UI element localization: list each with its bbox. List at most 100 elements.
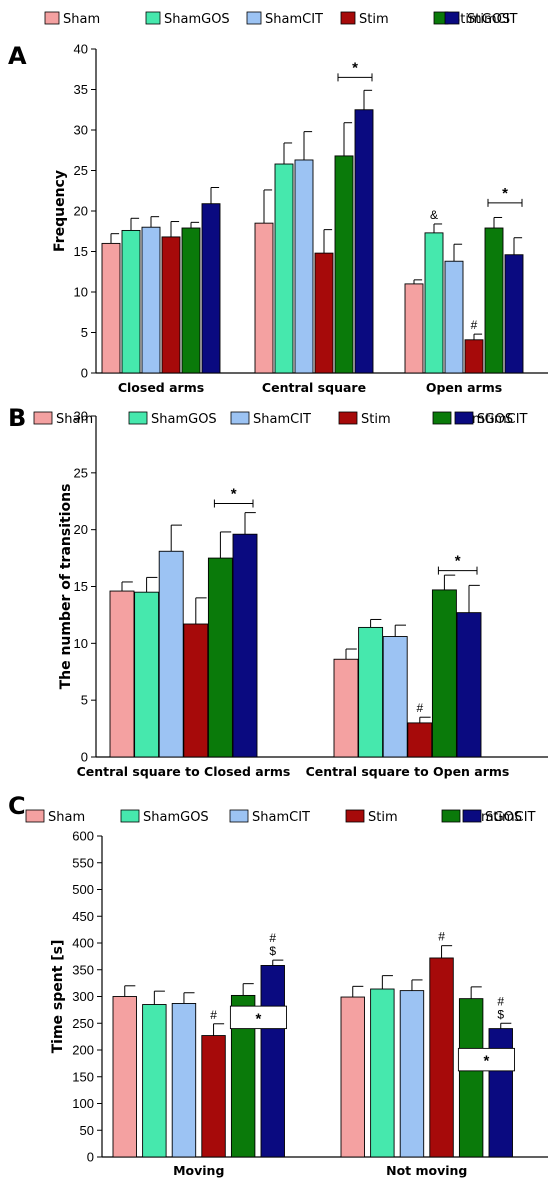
y-tick-label: 550 — [72, 855, 94, 870]
legend-label-stimcit: StimCIT — [485, 810, 536, 825]
legend-swatch-shamgos — [145, 11, 161, 25]
significance-mark: # — [210, 1008, 217, 1022]
legend-swatch-shamgos — [120, 809, 140, 823]
chart-transitions: Sham ShamGOS ShamCIT Stim StimGOSStimCIT0510… — [33, 409, 548, 779]
y-tick-label: 400 — [72, 936, 94, 951]
legend-label-shamcit: ShamCIT — [252, 810, 310, 825]
legend-swatch-shamcit — [230, 411, 250, 425]
y-tick-label: 30 — [74, 123, 88, 138]
bar-stimgos — [431, 589, 457, 758]
chart-time-spent: Sham ShamGOS ShamCIT Stim StimGOSStimCIT0501… — [25, 809, 548, 1178]
y-tick-label: 25 — [74, 163, 88, 178]
legend-label-stimcit: StimCIT — [467, 12, 518, 27]
legend-swatch-sham — [25, 809, 45, 823]
bracket-star: * — [231, 486, 237, 503]
legend-swatch-stim — [338, 411, 358, 425]
category-label: Closed arms — [118, 380, 204, 395]
category-label: Central square — [262, 380, 366, 395]
y-tick-label: 600 — [72, 829, 94, 844]
significance-mark: # — [269, 931, 276, 945]
bar-sham — [109, 590, 135, 758]
bracket-star: * — [455, 553, 461, 570]
bar-stim — [161, 236, 181, 374]
legend-label-shamgos: ShamGOS — [151, 412, 217, 427]
legend-swatch-stim — [340, 11, 356, 25]
bar-stim — [314, 252, 334, 374]
bar-stim — [464, 339, 484, 374]
bar-shamcit — [158, 550, 184, 758]
bar-stim — [183, 623, 209, 758]
legend-swatch-shamcit — [246, 11, 262, 25]
bar-stimcit — [456, 612, 482, 758]
bar-stimcit — [488, 1028, 513, 1158]
bar-sham — [101, 242, 121, 374]
legend-label-shamgos: ShamGOS — [143, 810, 209, 825]
significance-mark: # — [471, 318, 478, 332]
category-label: Central square to Closed arms — [77, 764, 291, 779]
y-tick-label: 250 — [72, 1016, 94, 1031]
legend-label-stim: Stim — [359, 12, 389, 27]
legend-label-stim: Stim — [368, 810, 398, 825]
legend-swatch-stimcit — [454, 411, 474, 425]
bar-shamgos — [424, 232, 444, 374]
bar-shamgos — [134, 591, 160, 758]
category-label: Central square to Open arms — [306, 764, 510, 779]
bar-sham — [254, 222, 274, 374]
bar-sham — [112, 996, 137, 1158]
y-tick-label: 0 — [87, 1150, 94, 1165]
y-tick-label: 150 — [72, 1069, 94, 1084]
bar-stimgos — [484, 227, 504, 374]
significance-mark: $ — [497, 1007, 504, 1021]
significance-box — [457, 1047, 515, 1072]
y-tick-label: 25 — [74, 465, 88, 480]
bar-shamcit — [294, 159, 314, 374]
bar-sham — [404, 283, 424, 374]
legend-swatch-stimgos — [432, 411, 452, 425]
legend-swatch-sham — [33, 411, 53, 425]
bar-shamgos — [370, 988, 395, 1158]
category-label: Not moving — [386, 1163, 467, 1178]
y-tick-label: 20 — [74, 204, 88, 219]
legend-label-sham: Sham — [56, 412, 93, 427]
y-tick-label: 15 — [74, 244, 88, 259]
legend-swatch-sham — [44, 11, 60, 25]
significance-box — [229, 1005, 287, 1030]
y-tick-label: 5 — [81, 325, 88, 340]
box-star: * — [484, 1053, 490, 1070]
y-axis-label: Frequency — [52, 170, 68, 252]
significance-mark: & — [430, 208, 438, 222]
bar-stimgos — [230, 994, 256, 1158]
bar-sham — [340, 996, 365, 1158]
y-axis-label: Time spent [s] — [50, 940, 66, 1054]
legend-label-shamcit: ShamCIT — [253, 412, 311, 427]
y-tick-label: 20 — [74, 522, 88, 537]
legend-swatch-shamgos — [128, 411, 148, 425]
y-tick-label: 10 — [74, 636, 88, 651]
y-axis-label: The number of transitions — [58, 484, 74, 690]
bar-shamcit — [382, 636, 408, 758]
y-tick-label: 15 — [74, 579, 88, 594]
bar-stimgos — [207, 557, 233, 758]
legend-label-sham: Sham — [48, 810, 85, 825]
bar-stim — [429, 957, 454, 1158]
y-tick-label: 200 — [72, 1043, 94, 1058]
panel-letter-b: B — [8, 404, 26, 432]
bar-stimgos — [334, 155, 354, 374]
bar-stimcit — [232, 533, 258, 758]
y-tick-label: 0 — [81, 366, 88, 381]
bar-sham — [333, 658, 359, 758]
category-label: Moving — [173, 1163, 224, 1178]
legend-label-stimcit: StimCIT — [477, 412, 528, 427]
bar-shamcit — [141, 226, 161, 374]
y-tick-label: 50 — [80, 1123, 94, 1138]
y-tick-label: 40 — [74, 42, 88, 57]
y-tick-label: 500 — [72, 882, 94, 897]
legend-label-shamgos: ShamGOS — [164, 12, 230, 27]
y-tick-label: 300 — [72, 989, 94, 1004]
legend-swatch-shamcit — [229, 809, 249, 823]
bar-stimcit — [201, 203, 221, 374]
legend-swatch-stim — [345, 809, 365, 823]
bracket-star: * — [502, 185, 508, 202]
